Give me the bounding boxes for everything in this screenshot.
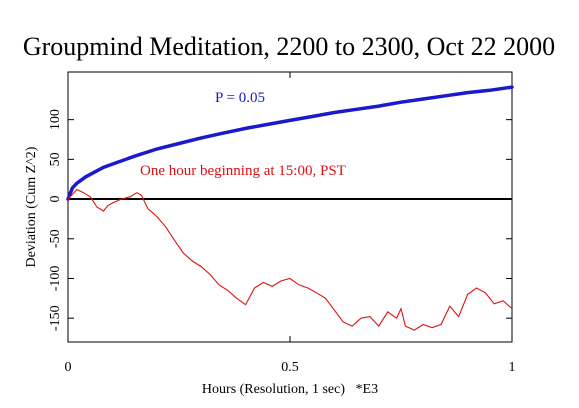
y-axis-label: Deviation (Cum Z^2): [24, 146, 39, 267]
y-tick-label: -150: [48, 305, 63, 331]
p05-envelope-line: [66, 85, 514, 201]
x-tick-label: 1: [509, 360, 516, 375]
y-tick-label: 0: [48, 196, 63, 203]
y-tick-label: -50: [48, 229, 63, 248]
period-annotation: One hour beginning at 15:00, PST: [140, 163, 346, 179]
chart-title: Groupmind Meditation, 2200 to 2300, Oct …: [23, 32, 555, 61]
x-tick-label: 0.5: [281, 360, 299, 375]
y-tick-label: 100: [48, 109, 63, 130]
cumulative-deviation-line: [67, 188, 513, 331]
p05-annotation: P = 0.05: [215, 90, 265, 106]
y-axis-ticks: -150 -100 -50 0 50 100: [48, 109, 512, 331]
x-axis-label: Hours (Resolution, 1 sec) *E3: [202, 382, 378, 397]
y-tick-label: -100: [48, 266, 63, 292]
x-tick-label: 0: [65, 360, 72, 375]
y-tick-label: 50: [48, 152, 63, 166]
x-axis-ticks: 0 0.5 1: [65, 72, 516, 375]
